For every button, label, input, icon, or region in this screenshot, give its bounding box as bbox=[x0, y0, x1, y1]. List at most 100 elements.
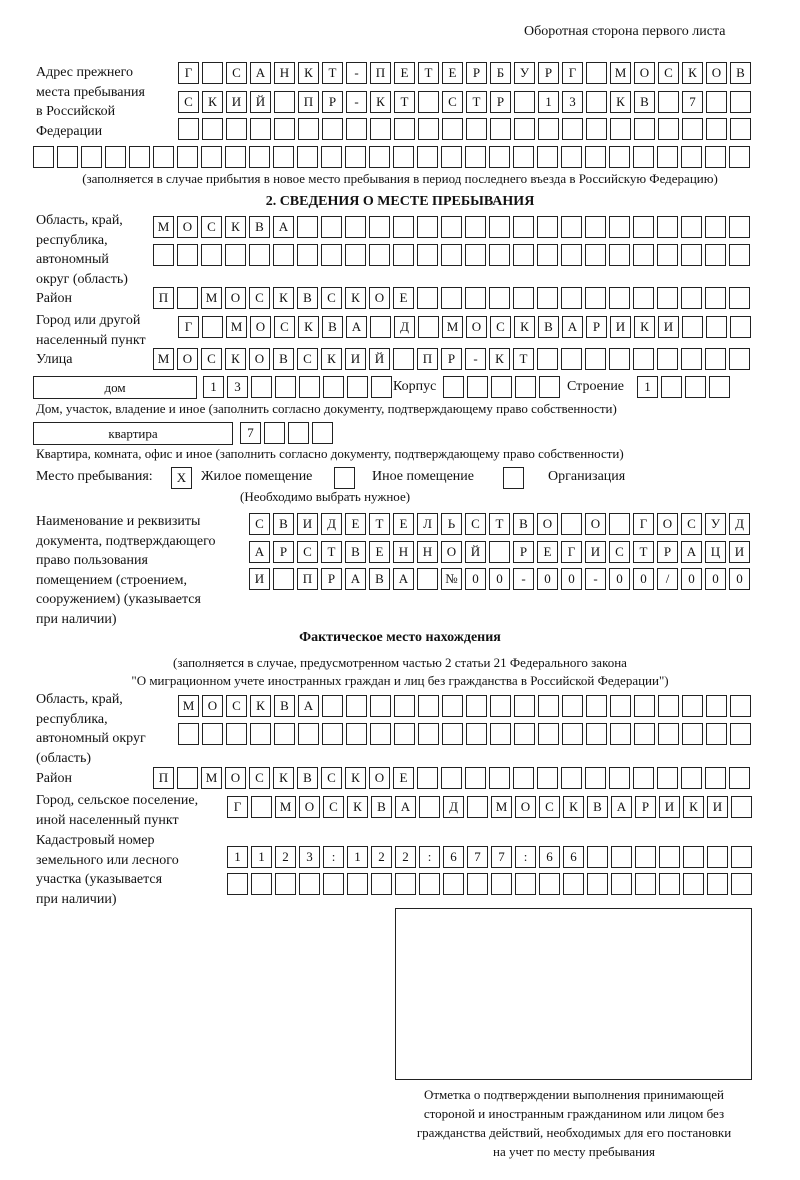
char-cell[interactable] bbox=[297, 216, 318, 238]
char-cell[interactable]: Г bbox=[178, 316, 199, 338]
char-cell[interactable]: Д bbox=[394, 316, 415, 338]
char-cell[interactable]: О bbox=[177, 216, 198, 238]
char-cell[interactable]: В bbox=[634, 91, 655, 113]
char-cell[interactable]: И bbox=[249, 568, 270, 590]
char-cell[interactable]: 0 bbox=[609, 568, 630, 590]
char-cell[interactable] bbox=[442, 723, 463, 745]
char-cell[interactable] bbox=[489, 244, 510, 266]
char-cell[interactable]: А bbox=[346, 316, 367, 338]
char-cell[interactable]: А bbox=[249, 541, 270, 563]
char-cell[interactable]: 2 bbox=[275, 846, 296, 868]
char-cell[interactable] bbox=[225, 244, 246, 266]
char-cell[interactable] bbox=[658, 695, 679, 717]
char-cell[interactable]: А bbox=[611, 796, 632, 818]
char-cell[interactable] bbox=[394, 723, 415, 745]
char-cell[interactable] bbox=[441, 146, 462, 168]
char-cell[interactable] bbox=[539, 873, 560, 895]
char-cell[interactable] bbox=[442, 118, 463, 140]
char-cell[interactable]: Г bbox=[633, 513, 654, 535]
char-cell[interactable] bbox=[370, 723, 391, 745]
char-cell[interactable] bbox=[657, 287, 678, 309]
char-cell[interactable]: К bbox=[345, 287, 366, 309]
char-cell[interactable]: С bbox=[201, 348, 222, 370]
char-cell[interactable]: 1 bbox=[637, 376, 658, 398]
char-cell[interactable] bbox=[288, 422, 309, 444]
char-cell[interactable] bbox=[681, 216, 702, 238]
char-cell[interactable] bbox=[443, 873, 464, 895]
char-cell[interactable] bbox=[515, 873, 536, 895]
char-cell[interactable]: 3 bbox=[299, 846, 320, 868]
char-cell[interactable]: Р bbox=[538, 62, 559, 84]
char-cell[interactable] bbox=[731, 846, 752, 868]
char-cell[interactable] bbox=[227, 873, 248, 895]
char-cell[interactable] bbox=[201, 244, 222, 266]
char-cell[interactable] bbox=[369, 244, 390, 266]
char-cell[interactable] bbox=[467, 796, 488, 818]
char-cell[interactable]: Т bbox=[513, 348, 534, 370]
char-cell[interactable] bbox=[489, 541, 510, 563]
char-cell[interactable] bbox=[202, 316, 223, 338]
char-cell[interactable] bbox=[707, 873, 728, 895]
char-cell[interactable] bbox=[177, 287, 198, 309]
char-cell[interactable] bbox=[635, 873, 656, 895]
char-cell[interactable]: 6 bbox=[539, 846, 560, 868]
char-cell[interactable] bbox=[371, 376, 392, 398]
char-cell[interactable] bbox=[417, 767, 438, 789]
char-cell[interactable] bbox=[417, 244, 438, 266]
char-cell[interactable] bbox=[681, 287, 702, 309]
char-cell[interactable] bbox=[323, 873, 344, 895]
char-cell[interactable]: М bbox=[275, 796, 296, 818]
char-cell[interactable]: Р bbox=[635, 796, 656, 818]
char-cell[interactable] bbox=[298, 118, 319, 140]
char-cell[interactable]: О bbox=[369, 287, 390, 309]
char-cell[interactable] bbox=[178, 723, 199, 745]
char-cell[interactable]: 6 bbox=[443, 846, 464, 868]
char-cell[interactable]: О bbox=[515, 796, 536, 818]
char-cell[interactable] bbox=[562, 118, 583, 140]
char-cell[interactable]: В bbox=[273, 348, 294, 370]
char-cell[interactable] bbox=[347, 376, 368, 398]
char-cell[interactable]: М bbox=[178, 695, 199, 717]
char-cell[interactable] bbox=[705, 767, 726, 789]
char-cell[interactable] bbox=[491, 873, 512, 895]
char-cell[interactable]: О bbox=[634, 62, 655, 84]
char-cell[interactable]: П bbox=[297, 568, 318, 590]
char-cell[interactable] bbox=[514, 118, 535, 140]
char-cell[interactable] bbox=[731, 873, 752, 895]
char-cell[interactable] bbox=[586, 118, 607, 140]
char-cell[interactable] bbox=[537, 767, 558, 789]
char-cell[interactable]: И bbox=[226, 91, 247, 113]
char-cell[interactable] bbox=[730, 316, 751, 338]
char-cell[interactable]: С bbox=[681, 513, 702, 535]
char-cell[interactable]: В bbox=[513, 513, 534, 535]
char-cell[interactable] bbox=[633, 244, 654, 266]
char-cell[interactable]: М bbox=[491, 796, 512, 818]
char-cell[interactable] bbox=[610, 695, 631, 717]
char-cell[interactable]: В bbox=[345, 541, 366, 563]
char-cell[interactable]: О bbox=[537, 513, 558, 535]
char-cell[interactable]: Р bbox=[513, 541, 534, 563]
char-cell[interactable]: И bbox=[345, 348, 366, 370]
char-cell[interactable] bbox=[345, 244, 366, 266]
char-cell[interactable] bbox=[633, 146, 654, 168]
char-cell[interactable] bbox=[489, 146, 510, 168]
char-cell[interactable]: Т bbox=[489, 513, 510, 535]
char-cell[interactable] bbox=[105, 146, 126, 168]
char-cell[interactable] bbox=[658, 723, 679, 745]
char-cell[interactable]: К bbox=[298, 316, 319, 338]
char-cell[interactable] bbox=[587, 846, 608, 868]
char-cell[interactable]: Н bbox=[274, 62, 295, 84]
char-cell[interactable]: Е bbox=[393, 767, 414, 789]
char-cell[interactable]: В bbox=[297, 767, 318, 789]
char-cell[interactable] bbox=[633, 767, 654, 789]
char-cell[interactable] bbox=[273, 568, 294, 590]
char-cell[interactable]: 7 bbox=[491, 846, 512, 868]
stay-option-organization-checkbox[interactable] bbox=[503, 467, 524, 489]
char-cell[interactable] bbox=[538, 695, 559, 717]
char-cell[interactable] bbox=[249, 146, 270, 168]
char-cell[interactable] bbox=[274, 91, 295, 113]
char-cell[interactable] bbox=[491, 376, 512, 398]
char-cell[interactable] bbox=[441, 767, 462, 789]
char-cell[interactable] bbox=[561, 513, 582, 535]
char-cell[interactable]: Ь bbox=[441, 513, 462, 535]
